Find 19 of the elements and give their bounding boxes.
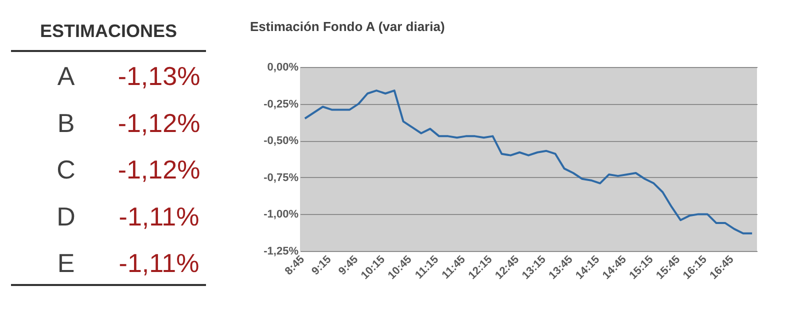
category-label: E (57, 248, 75, 278)
text: -1,12% (118, 108, 200, 138)
text: -1,13% (118, 61, 200, 91)
category-label: A (57, 61, 76, 91)
line-series (304, 90, 754, 234)
y-tick-label: -0,50% (264, 135, 299, 148)
y-tick-label: -1,25% (264, 246, 299, 258)
chart-title: Estimación Fondo A (var diaria) (250, 19, 445, 34)
y-tick-label: -0,25% (264, 98, 299, 110)
text: -1,11% (118, 201, 200, 232)
y-tick-label: 0,00% (267, 62, 299, 74)
category-label: C (56, 154, 76, 184)
text: -1,11% (118, 248, 200, 278)
category-label: D (56, 201, 76, 232)
category-label: B (57, 108, 75, 138)
text: ESTIMACIONES (40, 21, 178, 41)
text: -1,12% (118, 154, 200, 184)
y-tick-label: -1,00% (264, 208, 299, 221)
y-tick-label: -0,75% (264, 172, 299, 184)
